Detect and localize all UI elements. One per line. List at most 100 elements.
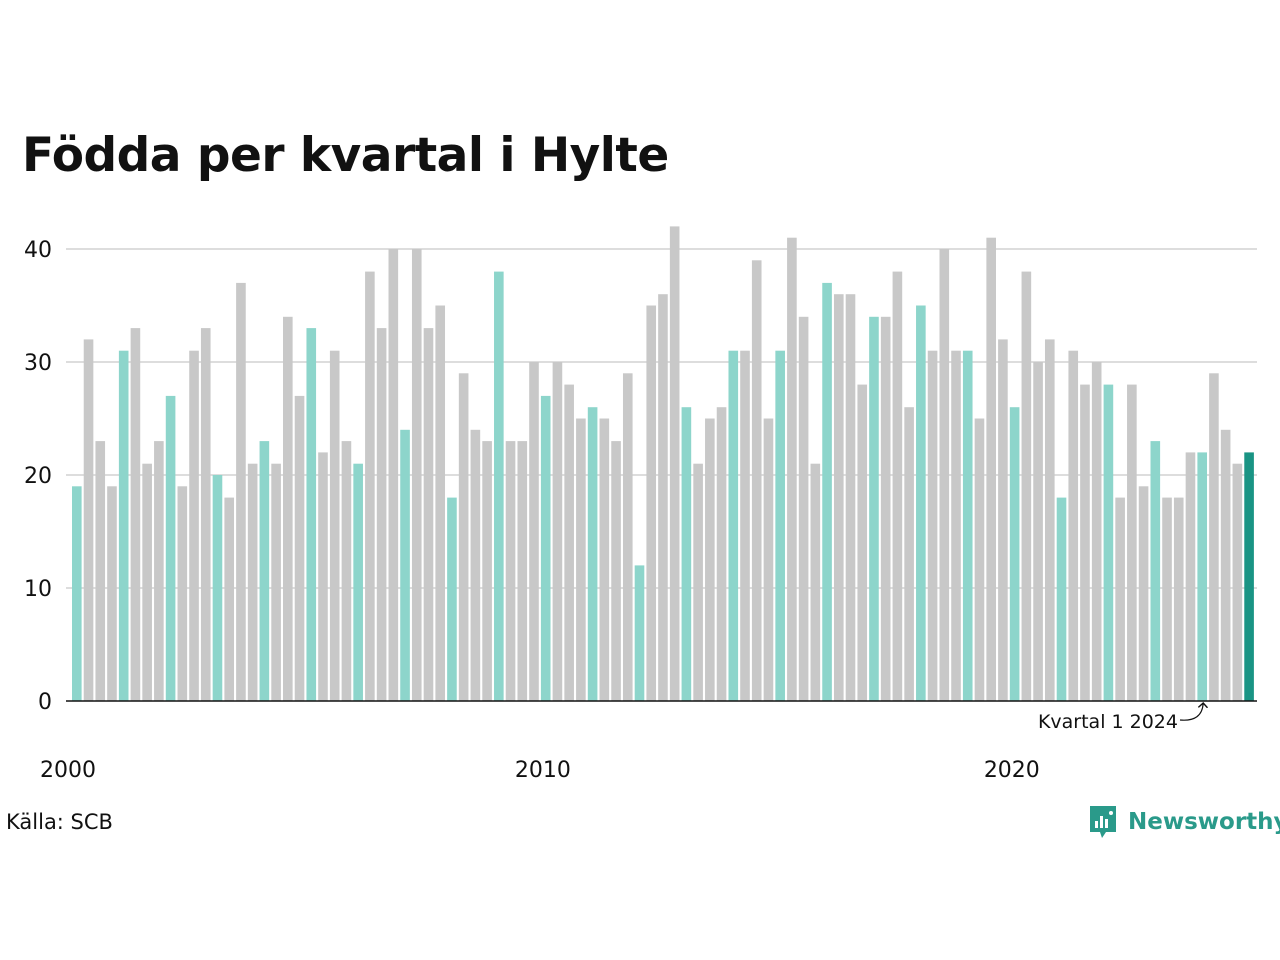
bar [118,350,129,701]
y-tick-label: 40 [24,238,52,263]
bar [200,328,211,701]
bar [95,441,106,701]
bar [646,305,657,701]
bar [798,316,809,701]
bar [435,305,446,701]
bar [1232,463,1243,701]
bar [916,305,926,701]
bar [130,328,141,701]
y-tick-label: 10 [24,577,52,602]
bar [353,463,363,701]
bar [705,418,715,701]
bar [83,339,94,701]
bar [329,350,340,701]
bar [388,249,399,701]
bar [787,237,797,701]
annotation-arrow [1179,703,1203,721]
bar [1162,497,1172,701]
bar [599,418,610,701]
bar [517,441,528,701]
bar [564,384,574,701]
bar [72,486,82,701]
bar [869,316,879,701]
bar [271,463,281,701]
bar [1044,339,1055,701]
bar [810,463,821,701]
bar [470,429,481,701]
chart-title: Födda per kvartal i Hylte [22,128,669,183]
bar [341,441,352,701]
bar [892,271,903,701]
bar [423,328,434,701]
bar [1244,452,1254,701]
bar [751,260,762,701]
brand-logo: Newsworthy [1088,804,1280,840]
bar [1033,362,1043,701]
newsworthy-logo-icon [1090,806,1116,838]
bar [1091,362,1102,701]
bar [1068,350,1079,701]
bar [107,486,117,701]
bar [365,271,375,701]
bar [845,294,856,701]
bar [587,407,598,701]
bar [962,350,973,701]
bar [904,407,914,701]
y-tick-label: 30 [24,351,52,376]
bar [951,350,961,701]
bar [1185,452,1196,701]
x-tick-label: 2020 [984,758,1040,783]
bar [763,418,774,701]
x-tick-label: 2000 [40,758,96,783]
bar [1056,497,1067,701]
bar [822,282,832,701]
bar [716,407,727,701]
bar [974,418,985,701]
bar [1021,271,1032,701]
bar [833,294,844,701]
bar [775,350,785,701]
bar [693,463,703,701]
bar [294,395,305,701]
annotation-label: Kvartal 1 2024 [1038,711,1178,733]
bar [505,441,516,701]
bar [1009,407,1020,701]
bar [669,226,680,701]
bar [1080,384,1090,701]
y-tick-label: 20 [24,464,52,489]
bar [154,441,164,701]
bar [576,418,586,701]
bar [927,350,938,701]
bar [458,373,469,701]
bar [880,316,891,701]
axes: 0 10 20 30 40 2000 2010 2020 [24,238,1257,783]
bar [318,452,328,701]
bar [939,249,950,701]
bar [857,384,868,701]
bar [494,271,504,701]
bar [247,463,258,701]
bar [540,395,551,701]
bar [1173,497,1184,701]
bar [552,362,563,701]
y-tick-label: 0 [38,690,52,715]
bar [634,565,645,701]
bar [529,362,539,701]
bar [622,373,633,701]
bar [236,282,246,701]
bar [1115,497,1125,701]
bar [1197,452,1207,701]
bar [447,497,457,701]
bar [1127,384,1137,701]
bar [1150,441,1161,701]
bar [998,339,1008,701]
bar [681,407,692,701]
bar [1138,486,1149,701]
x-tick-label: 2010 [515,758,571,783]
bar [740,350,750,701]
bar [259,441,270,701]
bar [142,463,152,701]
bars [72,226,1254,701]
bar [1220,429,1231,701]
